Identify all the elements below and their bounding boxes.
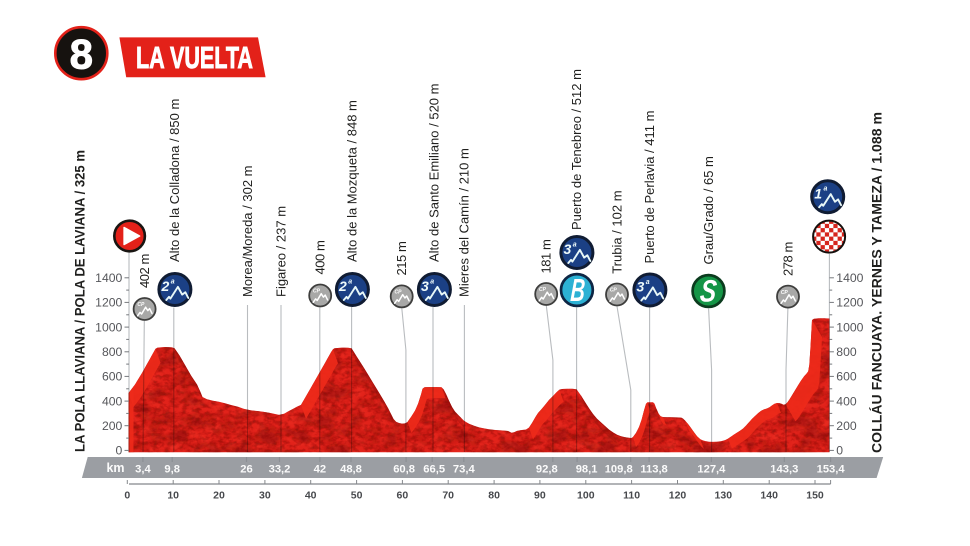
- svg-text:2: 2: [338, 278, 347, 294]
- svg-text:0: 0: [124, 490, 130, 502]
- svg-text:66,5: 66,5: [423, 464, 445, 476]
- svg-text:0: 0: [116, 444, 123, 458]
- svg-text:800: 800: [836, 345, 857, 359]
- svg-text:70: 70: [442, 490, 454, 502]
- svg-text:26: 26: [240, 464, 252, 476]
- svg-text:1200: 1200: [95, 296, 122, 310]
- svg-text:Trubia / 102 m: Trubia / 102 m: [609, 190, 624, 273]
- svg-text:3: 3: [421, 278, 429, 294]
- svg-text:3: 3: [564, 241, 572, 257]
- svg-text:400: 400: [102, 394, 123, 408]
- svg-text:48,8: 48,8: [340, 464, 362, 476]
- svg-text:402 m: 402 m: [137, 254, 152, 288]
- svg-text:98,1: 98,1: [576, 464, 598, 476]
- svg-text:a: a: [824, 186, 828, 193]
- svg-text:a: a: [348, 278, 352, 285]
- svg-text:150: 150: [806, 490, 824, 502]
- svg-text:Morea/Moreda / 302 m: Morea/Moreda / 302 m: [240, 165, 255, 297]
- svg-text:278 m: 278 m: [780, 242, 795, 276]
- svg-text:1: 1: [814, 185, 822, 201]
- svg-text:33,2: 33,2: [269, 464, 291, 476]
- svg-text:2: 2: [161, 278, 170, 294]
- svg-text:1000: 1000: [836, 320, 863, 334]
- svg-text:140: 140: [760, 490, 778, 502]
- svg-text:Figareo / 237 m: Figareo / 237 m: [273, 206, 288, 297]
- svg-text:S: S: [699, 274, 719, 308]
- svg-text:3: 3: [637, 279, 645, 295]
- svg-text:km: km: [106, 461, 124, 475]
- svg-text:a: a: [430, 278, 434, 285]
- svg-text:3,4: 3,4: [135, 464, 151, 476]
- svg-text:CP: CP: [313, 289, 321, 295]
- svg-text:8: 8: [70, 31, 93, 78]
- svg-text:COLLÁU FANCUAYA. YERNES Y TAME: COLLÁU FANCUAYA. YERNES Y TAMEZA / 1.088…: [870, 112, 885, 453]
- svg-text:143,3: 143,3: [770, 464, 798, 476]
- svg-text:CP: CP: [610, 288, 618, 294]
- svg-text:73,4: 73,4: [453, 464, 476, 476]
- svg-text:40: 40: [305, 490, 317, 502]
- svg-text:Alto de la Mozqueta / 848 m: Alto de la Mozqueta / 848 m: [345, 100, 360, 262]
- svg-text:200: 200: [102, 419, 123, 433]
- svg-text:1200: 1200: [836, 296, 863, 310]
- svg-text:30: 30: [259, 490, 271, 502]
- svg-text:CP: CP: [137, 302, 145, 308]
- svg-text:0: 0: [836, 444, 843, 458]
- svg-text:Alto de Santo Emiliano / 520 m: Alto de Santo Emiliano / 520 m: [427, 84, 442, 263]
- svg-text:a: a: [646, 279, 650, 286]
- svg-text:10: 10: [167, 490, 179, 502]
- svg-text:181 m: 181 m: [539, 240, 554, 274]
- svg-text:60: 60: [397, 490, 409, 502]
- svg-text:9,8: 9,8: [164, 464, 180, 476]
- svg-text:CP: CP: [781, 290, 789, 296]
- svg-text:800: 800: [102, 345, 123, 359]
- svg-text:600: 600: [836, 370, 857, 384]
- svg-text:200: 200: [836, 419, 857, 433]
- svg-text:120: 120: [669, 490, 687, 502]
- svg-text:42: 42: [314, 464, 326, 476]
- svg-text:400: 400: [836, 394, 857, 408]
- svg-text:110: 110: [623, 490, 640, 502]
- svg-text:100: 100: [577, 490, 595, 502]
- svg-text:50: 50: [351, 490, 363, 502]
- svg-text:1400: 1400: [95, 271, 122, 285]
- svg-text:Puerto de Tenebreo / 512 m: Puerto de Tenebreo / 512 m: [569, 69, 584, 230]
- svg-text:LA VUELTA: LA VUELTA: [136, 40, 253, 75]
- svg-text:80: 80: [488, 490, 500, 502]
- svg-text:92,8: 92,8: [536, 464, 558, 476]
- svg-text:90: 90: [534, 490, 546, 502]
- svg-text:Grau/Grado / 65 m: Grau/Grado / 65 m: [701, 156, 716, 264]
- svg-text:113,8: 113,8: [640, 464, 667, 476]
- svg-text:1000: 1000: [95, 320, 122, 334]
- svg-text:130: 130: [715, 490, 733, 502]
- svg-text:60,8: 60,8: [393, 464, 415, 476]
- svg-text:CP: CP: [539, 287, 547, 293]
- svg-text:CP: CP: [395, 290, 403, 296]
- svg-text:1400: 1400: [836, 271, 863, 285]
- svg-text:20: 20: [213, 490, 225, 502]
- svg-text:153,4: 153,4: [817, 464, 846, 476]
- svg-text:109,8: 109,8: [605, 464, 633, 476]
- svg-text:LA POLA LLAVIANA / POLA DE LAV: LA POLA LLAVIANA / POLA DE LAVIANA / 325…: [73, 150, 88, 452]
- svg-text:215 m: 215 m: [394, 242, 409, 276]
- svg-text:127,4: 127,4: [697, 464, 726, 476]
- svg-text:Alto de la Colladona / 850 m: Alto de la Colladona / 850 m: [167, 99, 182, 262]
- svg-text:a: a: [171, 278, 175, 285]
- svg-text:B: B: [569, 272, 586, 308]
- svg-text:Mieres del Camín / 210 m: Mieres del Camín / 210 m: [457, 148, 472, 297]
- svg-text:a: a: [573, 241, 577, 248]
- svg-text:600: 600: [102, 370, 123, 384]
- svg-text:Puerto de Perlavia / 411 m: Puerto de Perlavia / 411 m: [642, 111, 657, 264]
- svg-text:400 m: 400 m: [313, 241, 328, 275]
